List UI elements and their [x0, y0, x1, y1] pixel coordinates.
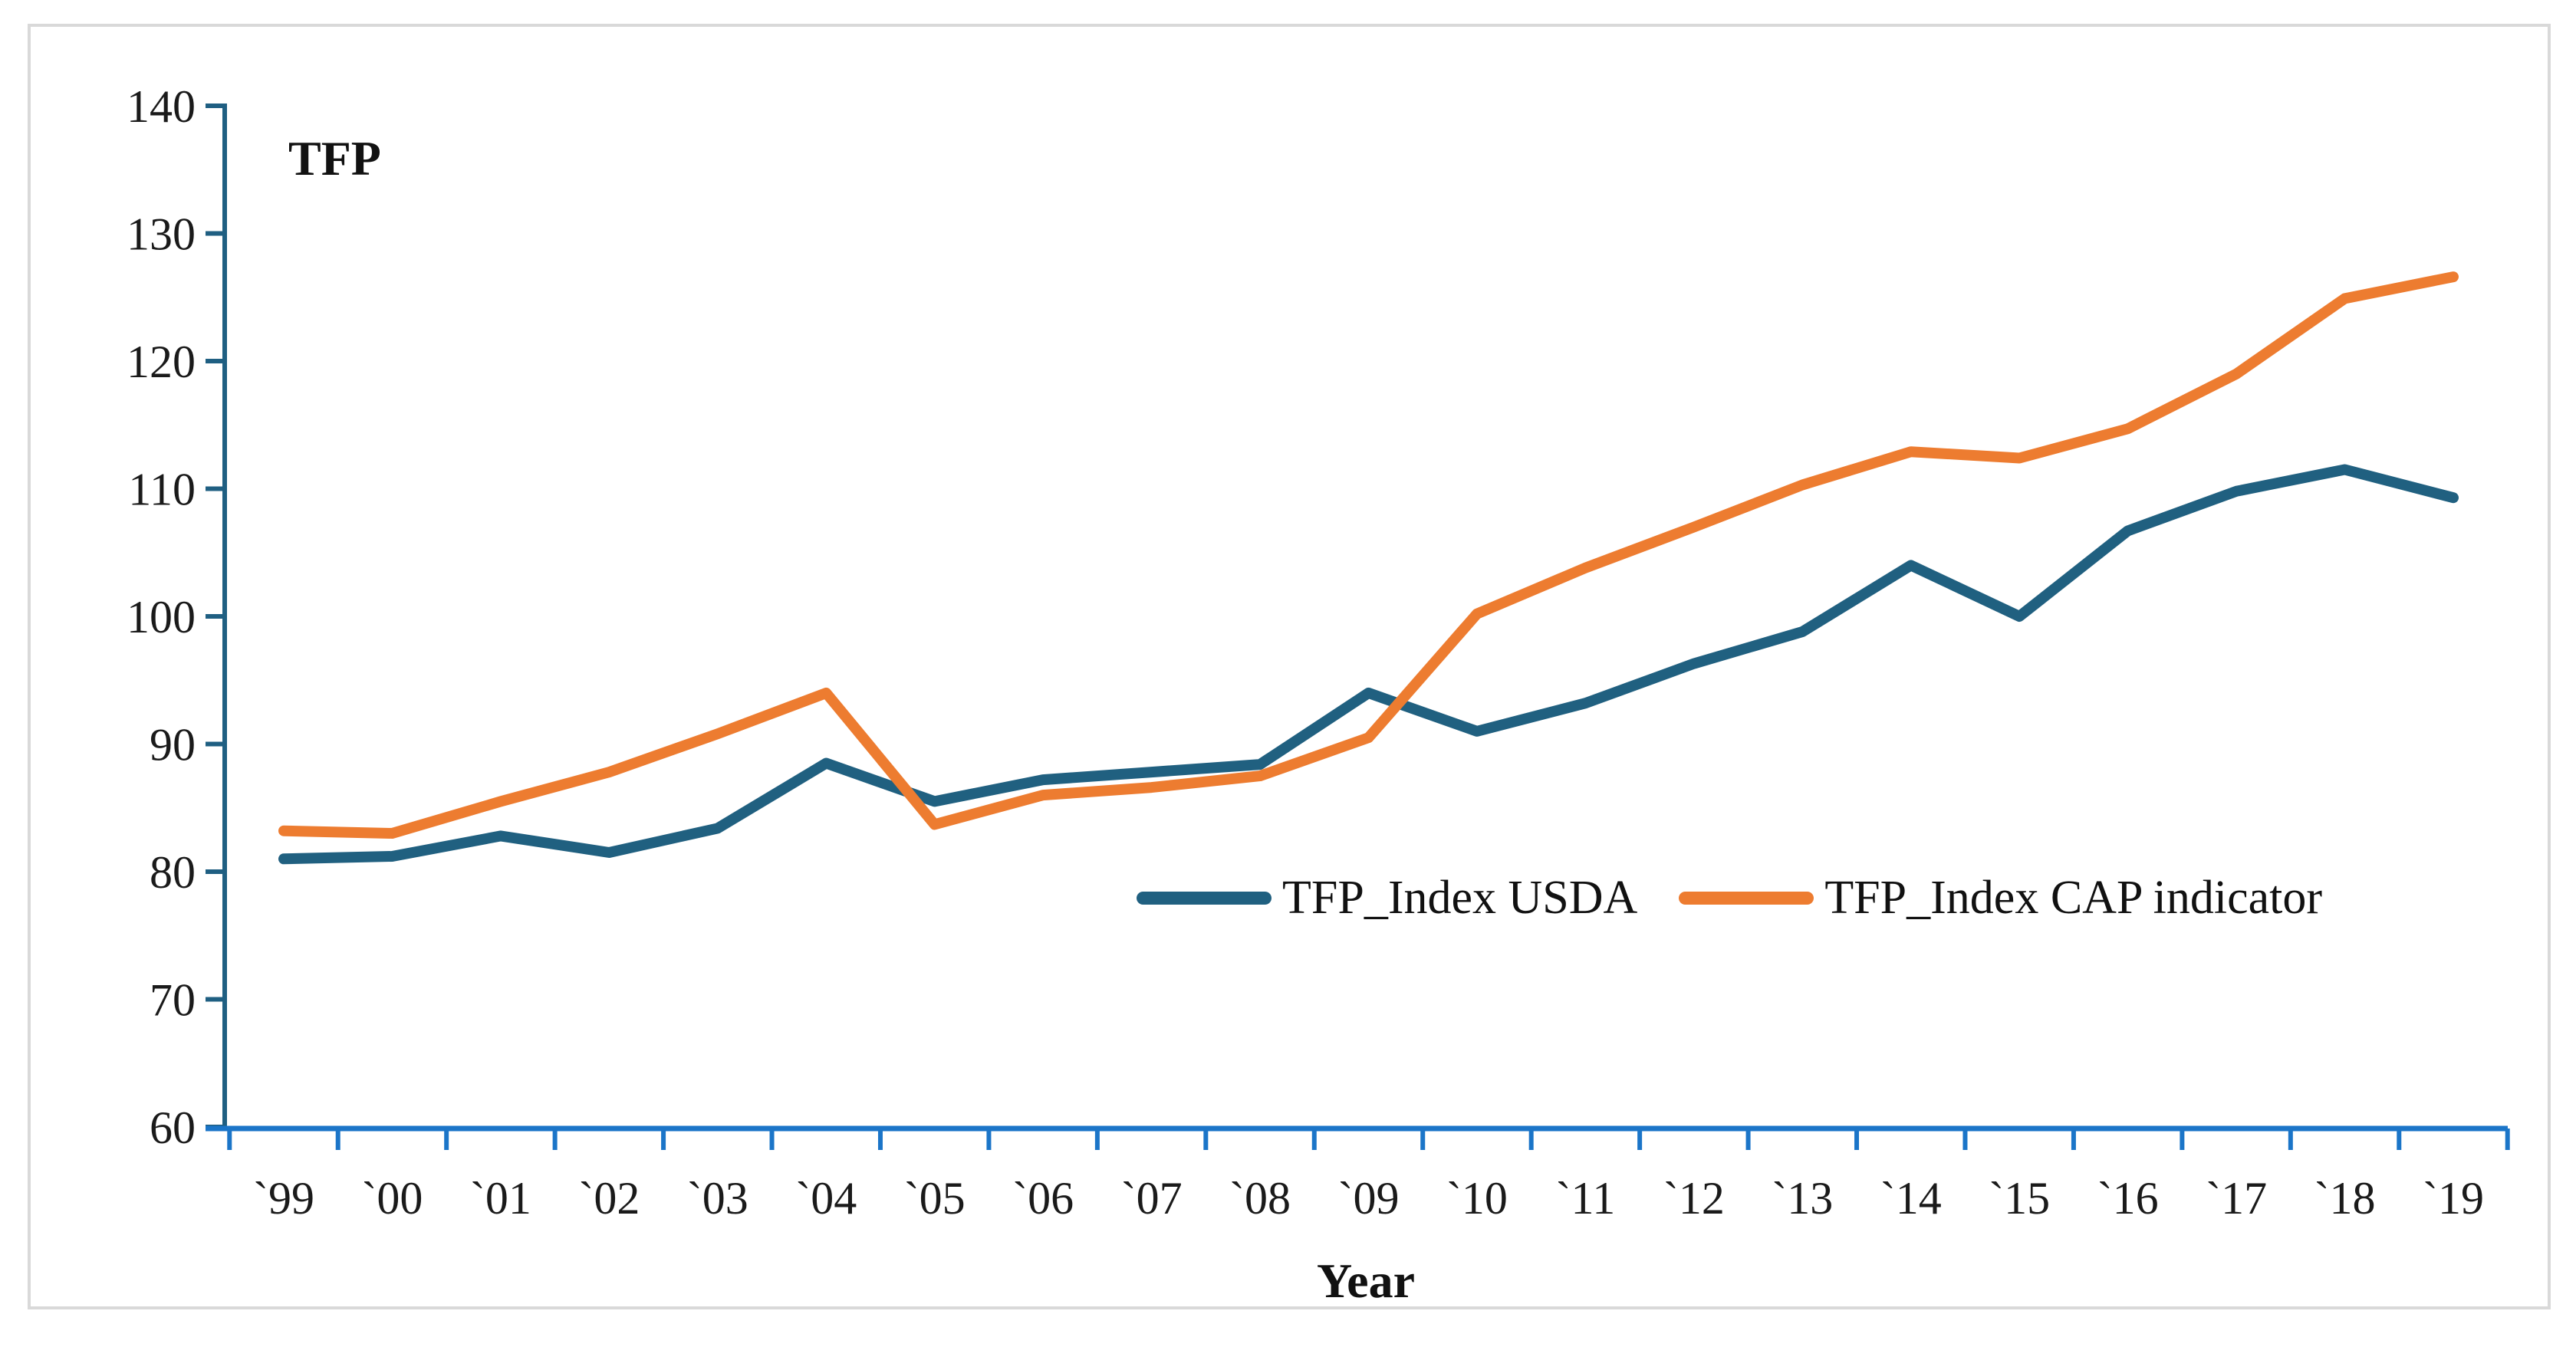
- y-tick-label: 120: [127, 337, 196, 387]
- x-tick-label: `12: [1663, 1173, 1725, 1224]
- x-tick-label: `00: [361, 1173, 423, 1224]
- x-tick-label: `04: [795, 1173, 857, 1224]
- y-tick-label: 60: [150, 1102, 196, 1153]
- x-tick-label: `18: [2314, 1173, 2376, 1224]
- x-tick-label: `02: [578, 1173, 640, 1224]
- x-tick-label: `10: [1446, 1173, 1508, 1224]
- x-tick-label: `17: [2206, 1173, 2267, 1224]
- x-tick-label: `03: [687, 1173, 748, 1224]
- x-tick-label: `15: [1989, 1173, 2050, 1224]
- y-tick-label: 110: [128, 465, 196, 515]
- legend-swatch-cap: [1679, 891, 1814, 905]
- x-tick-label: `06: [1012, 1173, 1074, 1224]
- x-tick-label: `16: [2097, 1173, 2159, 1224]
- y-tick-label: 130: [127, 209, 196, 260]
- x-tick-label: `19: [2423, 1173, 2484, 1224]
- y-tick-label: 100: [127, 592, 196, 642]
- chart-figure-frame: 60 70 80 90 100 110 120 130 140 `99 `00 `01 `02 `03 `0…: [28, 24, 2551, 1309]
- x-tick-label: `09: [1338, 1173, 1400, 1224]
- x-tick-label: `14: [1880, 1173, 1942, 1224]
- y-axis-title: TFP: [288, 131, 381, 186]
- legend-label-usda: TFP_Index USDA: [1282, 872, 1638, 924]
- x-axis-title: Year: [1317, 1253, 1415, 1308]
- y-tick-label: 140: [127, 81, 196, 132]
- x-tick-label: `11: [1556, 1173, 1616, 1224]
- series-line-cap: [278, 271, 2459, 839]
- x-tick-label: `07: [1121, 1173, 1183, 1224]
- x-tick-label: `08: [1229, 1173, 1291, 1224]
- x-tick-label: `99: [253, 1173, 314, 1224]
- y-tick-label: 90: [150, 720, 196, 770]
- y-tick-label: 70: [150, 975, 196, 1026]
- x-tick-label: `01: [470, 1173, 531, 1224]
- series-line-usda: [278, 464, 2459, 865]
- x-tick-label: `05: [904, 1173, 966, 1224]
- y-tick-label: 80: [150, 847, 196, 898]
- legend-swatch-usda: [1137, 891, 1272, 905]
- x-tick-label: `13: [1772, 1173, 1833, 1224]
- tfp-line-chart: 60 70 80 90 100 110 120 130 140 `99 `00 `01 `02 `03 `0…: [127, 81, 2510, 1224]
- legend-label-cap: TFP_Index CAP indicator: [1824, 872, 2322, 924]
- chart-legend: TFP_Index USDA TFP_Index CAP indicator: [1137, 867, 2322, 928]
